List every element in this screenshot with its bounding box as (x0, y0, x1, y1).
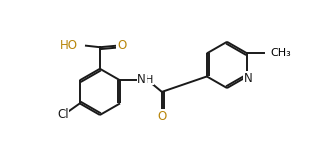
Text: O: O (117, 39, 126, 52)
Text: N: N (137, 73, 146, 86)
Text: Cl: Cl (57, 108, 69, 121)
Text: N: N (243, 71, 252, 85)
Text: O: O (157, 110, 167, 123)
Text: H: H (145, 75, 153, 85)
Text: HO: HO (60, 39, 78, 52)
Text: CH₃: CH₃ (270, 48, 291, 58)
